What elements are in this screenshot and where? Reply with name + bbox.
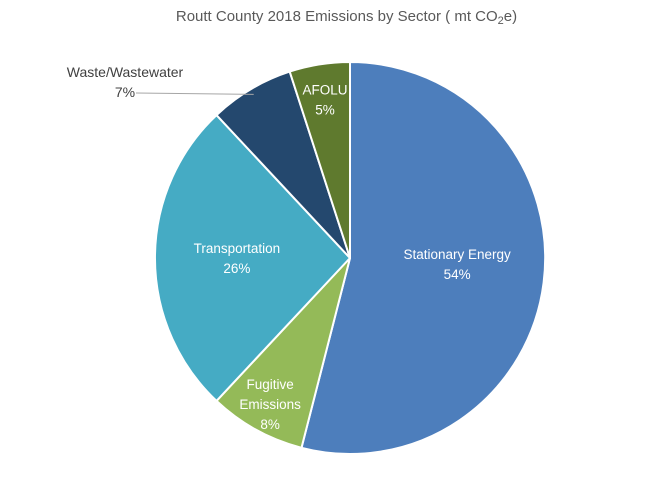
label-afolu: AFOLU 5%	[302, 82, 347, 117]
label-transportation: Transportation 26%	[194, 241, 281, 276]
chart-title-subscript: 2	[497, 15, 504, 27]
pie-slice-transportation[interactable]	[153, 114, 351, 402]
leader-line-waste-wastewater	[135, 92, 254, 95]
label-stationary-energy: Stationary Energy 54%	[403, 247, 511, 282]
pie-slice-afolu[interactable]	[288, 61, 351, 259]
label-waste-wastewater: Waste/Wastewater 7%	[55, 62, 195, 102]
pie-slice-stationary-energy[interactable]	[300, 61, 547, 455]
label-waste-wastewater-pct: 7%	[114, 84, 136, 100]
chart-title-text: Routt County 2018 Emissions by Sector ( …	[175, 8, 498, 25]
label-waste-wastewater-name: Waste/Wastewater	[66, 64, 184, 80]
chart-title-suffix: e)	[503, 8, 518, 25]
chart-title: Routt County 2018 Emissions by Sector ( …	[13, 8, 667, 27]
label-fugitive-emissions: Fugitive Emissions 8%	[239, 377, 301, 432]
pie-slice-fugitive-emissions[interactable]	[215, 257, 351, 449]
